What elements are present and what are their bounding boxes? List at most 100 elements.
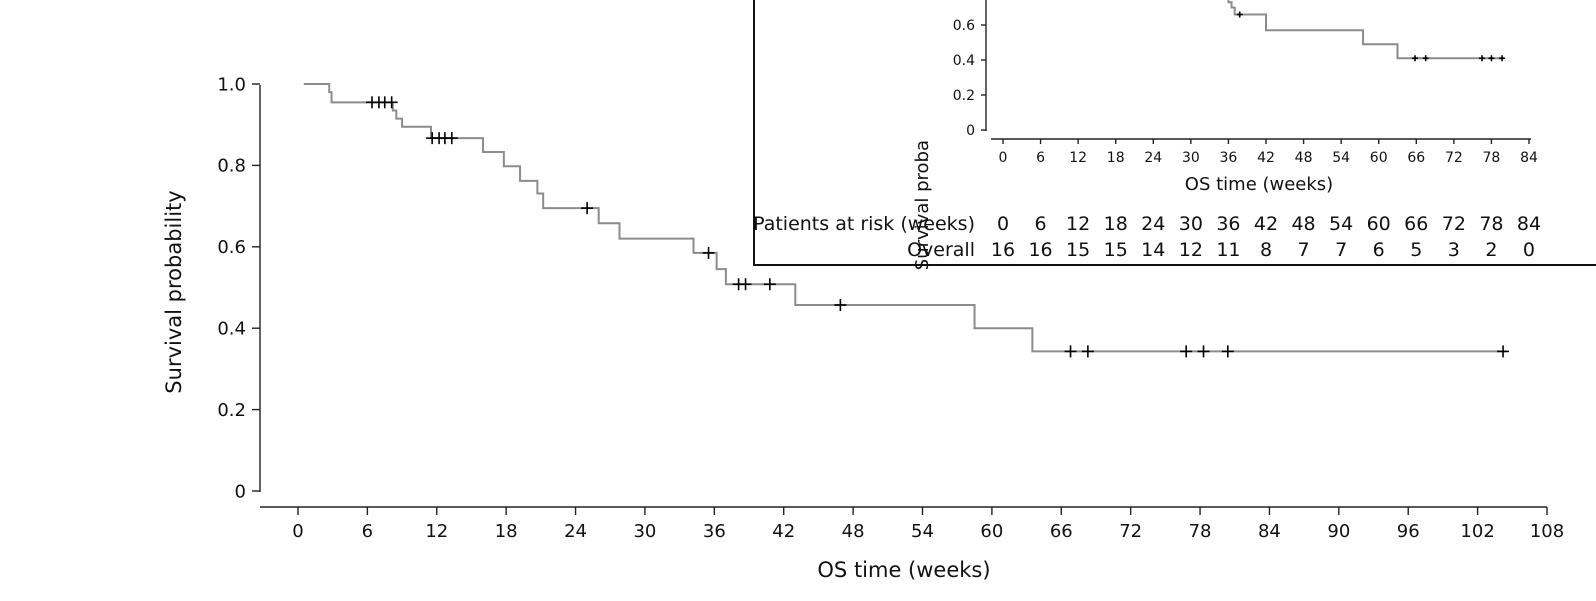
- risk-count: 2: [1485, 239, 1497, 261]
- main-censor-mark: [763, 278, 776, 291]
- risk-time-label: 36: [1216, 213, 1240, 235]
- risk-time-label: 0: [997, 213, 1009, 235]
- risk-time-label: 66: [1404, 213, 1428, 235]
- main-x-tick-label: 48: [842, 521, 865, 542]
- risk-count: 11: [1216, 239, 1240, 261]
- risk-count: 15: [1104, 239, 1128, 261]
- inset-x-tick-label: 60: [1370, 150, 1388, 166]
- risk-table: Patients at risk (weeks) Overall 0 6 12 18 2…: [753, 213, 1541, 261]
- risk-count: 7: [1298, 239, 1310, 261]
- risk-count: 16: [1028, 239, 1052, 261]
- risk-time-label: 18: [1104, 213, 1128, 235]
- main-censor-mark: [702, 246, 715, 259]
- main-x-tick-label: 84: [1258, 521, 1281, 542]
- inset-survival-curve: [1227, 0, 1504, 60]
- inset-x-tick-label: 18: [1107, 150, 1125, 166]
- inset-x-tick-label: 0: [999, 150, 1008, 166]
- risk-time-label: 72: [1442, 213, 1466, 235]
- main-censor-mark: [1221, 345, 1234, 358]
- risk-count: 0: [1523, 239, 1535, 261]
- inset-y-tick-label: 0: [966, 123, 975, 139]
- risk-time-label: 78: [1479, 213, 1503, 235]
- main-y-tick-label: 0.8: [217, 156, 246, 177]
- main-x-tick-label: 96: [1397, 521, 1420, 542]
- inset-x-tick-label: 48: [1295, 150, 1313, 166]
- inset-x-tick-label: 84: [1520, 150, 1538, 166]
- inset-x-tick-label: 24: [1144, 150, 1162, 166]
- risk-time-label: 6: [1035, 213, 1047, 235]
- inset-x-tick-label: 42: [1257, 150, 1275, 166]
- main-x-tick-label: 66: [1050, 521, 1073, 542]
- main-censor-mark: [1197, 345, 1210, 358]
- main-censor-mark: [1081, 345, 1094, 358]
- inset-y-tick-label: 0.2: [953, 88, 975, 104]
- inset-censor-mark: [1422, 55, 1429, 62]
- main-x-tick-label: 102: [1460, 521, 1494, 542]
- inset-censor-mark: [1488, 55, 1495, 62]
- main-y-tick-label: 0.4: [217, 319, 246, 340]
- main-censor-mark: [581, 202, 594, 215]
- inset-y-tick-label: 0.6: [953, 18, 975, 34]
- main-x-tick-label: 78: [1189, 521, 1212, 542]
- risk-time-label: 30: [1179, 213, 1203, 235]
- inset-censor-mark: [1479, 55, 1486, 62]
- main-survival-curve: [303, 83, 1507, 353]
- risk-time-label: 24: [1141, 213, 1165, 235]
- risk-count: 16: [991, 239, 1015, 261]
- main-y-tick-label: 0.6: [217, 237, 246, 258]
- risk-count: 5: [1410, 239, 1422, 261]
- main-y-tick-label: 1.0: [217, 74, 246, 95]
- main-x-axis-label: OS time (weeks): [817, 558, 990, 582]
- inset-x-tick-label: 30: [1182, 150, 1200, 166]
- risk-time-label: 54: [1329, 213, 1353, 235]
- main-x-tick-label: 60: [980, 521, 1003, 542]
- risk-time-label: 12: [1066, 213, 1090, 235]
- inset-panel: 00.20.40.6 0 6 12 18 24 30 36 42 48 54 60 66 72 78 84 …: [753, 0, 1596, 270]
- main-censor-mark: [385, 96, 398, 109]
- risk-time-label: 60: [1367, 213, 1391, 235]
- risk-count: 6: [1373, 239, 1385, 261]
- main-x-tick-label: 6: [362, 521, 373, 542]
- inset-x-tick-label: 36: [1220, 150, 1238, 166]
- inset-x-axis-label: OS time (weeks): [1185, 174, 1333, 195]
- main-x-tick-label: 0: [292, 521, 303, 542]
- risk-table-header: Patients at risk (weeks): [753, 213, 975, 235]
- main-km-chart: 00.20.40.60.81.0 0 6 12 18 24 30 36 42 48 54 60 66 7…: [162, 74, 1564, 582]
- inset-censor-mark: [1412, 55, 1419, 62]
- main-x-tick-label: 12: [425, 521, 448, 542]
- inset-censor-mark: [1499, 55, 1506, 62]
- main-censor-mark: [739, 278, 752, 291]
- main-x-tick-label: 42: [772, 521, 795, 542]
- risk-time-label: 84: [1517, 213, 1541, 235]
- risk-count: 8: [1260, 239, 1272, 261]
- risk-count: 15: [1066, 239, 1090, 261]
- main-censor-mark: [445, 132, 458, 145]
- risk-time-label: 48: [1291, 213, 1315, 235]
- main-y-axis-label: Survival probability: [162, 190, 186, 393]
- inset-x-tick-label: 54: [1332, 150, 1350, 166]
- inset-frame: [753, 0, 1596, 266]
- inset-x-tick-label: 72: [1445, 150, 1463, 166]
- main-x-tick-label: 24: [564, 521, 587, 542]
- risk-count: 7: [1335, 239, 1347, 261]
- main-y-tick-label: 0: [235, 481, 246, 502]
- main-censor-mark: [1497, 345, 1510, 358]
- risk-count: 14: [1141, 239, 1165, 261]
- main-x-tick-label: 72: [1119, 521, 1142, 542]
- risk-count: 3: [1448, 239, 1460, 261]
- main-x-tick-label: 90: [1327, 521, 1350, 542]
- inset-y-tick-label: 0.4: [953, 53, 975, 69]
- inset-y-axis-label: Survival proba: [912, 140, 933, 270]
- inset-censor-mark: [1236, 11, 1243, 18]
- inset-x-tick-label: 6: [1036, 150, 1045, 166]
- main-x-tick-label: 30: [633, 521, 656, 542]
- main-censor-mark: [1180, 345, 1193, 358]
- inset-x-tick-label: 12: [1069, 150, 1087, 166]
- inset-x-tick-label: 78: [1483, 150, 1501, 166]
- main-censor-mark: [1064, 345, 1077, 358]
- main-x-tick-label: 18: [495, 521, 518, 542]
- main-censor-mark: [834, 299, 847, 312]
- inset-x-tick-label: 66: [1407, 150, 1425, 166]
- risk-count: 12: [1179, 239, 1203, 261]
